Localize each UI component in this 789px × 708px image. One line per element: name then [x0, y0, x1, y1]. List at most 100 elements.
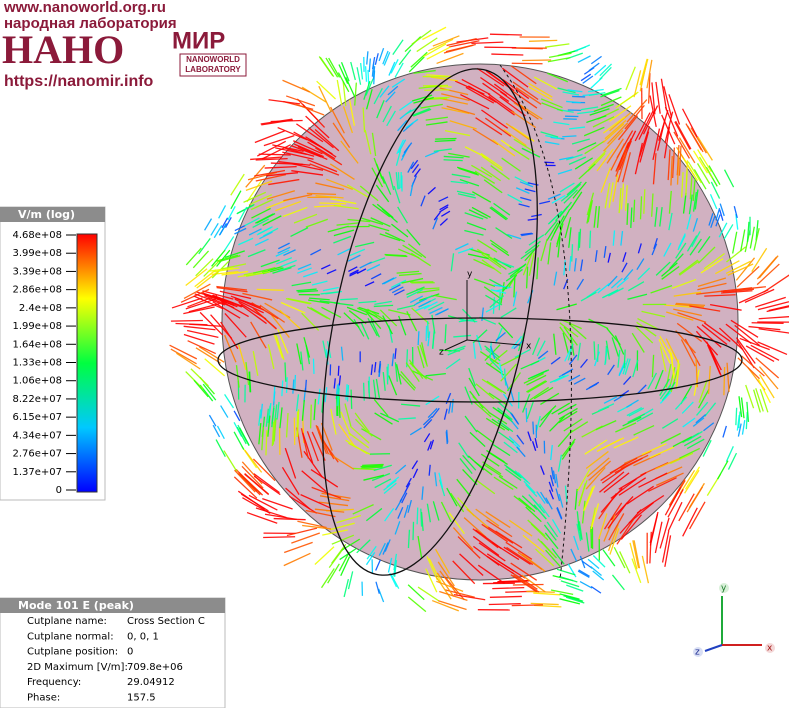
field-arrow: [175, 322, 208, 326]
field-arrow: [583, 486, 594, 512]
field-arrow: [391, 223, 409, 238]
field-arrow: [708, 213, 714, 226]
field-arrow: [240, 493, 269, 512]
field-arrow: [252, 350, 259, 376]
axis-label: z: [695, 648, 700, 658]
field-arrow: [629, 542, 638, 570]
field-arrow: [311, 486, 342, 499]
field-arrow: [259, 304, 286, 323]
field-arrow: [625, 66, 636, 91]
field-arrow: [557, 236, 561, 258]
field-arrow: [623, 349, 626, 369]
field-arrow: [372, 66, 376, 80]
field-arrow: [337, 247, 352, 256]
field-arrow: [674, 396, 688, 410]
field-arrow: [511, 62, 543, 65]
field-arrow: [406, 286, 425, 296]
field-arrow: [424, 150, 439, 158]
field-arrow: [284, 362, 287, 382]
field-arrow: [246, 179, 263, 203]
field-arrow: [342, 106, 354, 134]
field-arrow: [291, 281, 312, 287]
field-arrow: [604, 348, 608, 366]
badge-text: NANOWORLD: [186, 55, 240, 64]
field-arrow: [514, 348, 531, 359]
field-arrow: [364, 66, 368, 82]
field-arrow: [297, 267, 312, 274]
field-arrow: [608, 105, 632, 122]
field-arrow: [639, 131, 650, 163]
field-arrow: [223, 450, 238, 472]
field-arrow: [626, 485, 655, 505]
field-arrow: [527, 431, 532, 442]
field-arrow: [624, 104, 645, 130]
field-arrow: [381, 176, 392, 195]
field-arrow: [517, 103, 543, 120]
field-arrow: [169, 344, 198, 360]
field-arrow: [488, 392, 508, 406]
field-arrow: [516, 434, 525, 445]
field-arrow: [204, 218, 213, 231]
field-arrow: [193, 295, 224, 310]
field-arrow: [548, 52, 572, 59]
field-arrow: [329, 163, 355, 180]
field-arrow: [585, 532, 590, 552]
field-arrow: [395, 172, 399, 190]
field-arrow: [680, 339, 696, 367]
field-arrow: [365, 312, 382, 330]
field-arrow: [528, 82, 553, 98]
field-arrow: [661, 262, 678, 277]
field-arrow: [609, 457, 638, 474]
legend-panel: V/m (log) 4.68e+08 3.99e+08 3.39e+08 2.86e+…: [0, 206, 106, 501]
field-arrow: [408, 56, 425, 73]
field-arrow: [588, 460, 612, 481]
field-arrow: [261, 119, 294, 126]
field-arrow: [348, 99, 356, 126]
field-arrow: [363, 80, 371, 100]
field-arrow: [635, 326, 654, 344]
field-arrow: [464, 415, 478, 433]
field-arrow: [751, 322, 784, 324]
field-arrow: [514, 176, 530, 185]
field-arrow: [300, 494, 331, 509]
field-arrow: [503, 129, 527, 147]
field-arrow: [499, 96, 526, 117]
field-arrow: [472, 191, 492, 203]
field-arrow: [331, 534, 355, 545]
field-arrow: [318, 85, 332, 113]
field-arrow: [371, 63, 375, 77]
field-arrow: [758, 316, 789, 320]
field-arrow: [654, 207, 658, 227]
field-arrow: [291, 163, 324, 171]
field-arrow: [547, 56, 571, 63]
field-arrow: [587, 199, 594, 223]
field-arrow: [326, 269, 337, 275]
field-arrow: [388, 309, 411, 316]
field-arrow: [654, 521, 663, 554]
field-arrow: [338, 396, 341, 418]
field-arrow: [607, 502, 628, 529]
axis-label: x: [767, 644, 773, 654]
field-arrow: [221, 263, 247, 270]
field-arrow: [651, 193, 654, 217]
field-arrow: [348, 432, 370, 449]
field-arrow: [372, 379, 377, 399]
badge-text: LABORATORY: [185, 65, 241, 74]
field-arrow: [756, 263, 780, 286]
field-arrow: [600, 167, 612, 193]
field-arrow: [437, 561, 455, 587]
field-arrow: [548, 481, 554, 492]
field-arrow: [580, 259, 584, 272]
field-arrow: [346, 184, 370, 199]
field-arrow: [600, 96, 622, 107]
field-arrow: [567, 89, 583, 93]
field-arrow: [348, 266, 358, 272]
field-arrow: [345, 439, 368, 455]
field-arrow: [274, 404, 278, 423]
field-arrow: [318, 501, 349, 507]
field-arrow: [678, 137, 696, 164]
field-arrow: [401, 277, 424, 284]
field-arrow: [414, 304, 430, 312]
field-arrow: [310, 248, 322, 256]
field-arrow: [473, 258, 495, 270]
